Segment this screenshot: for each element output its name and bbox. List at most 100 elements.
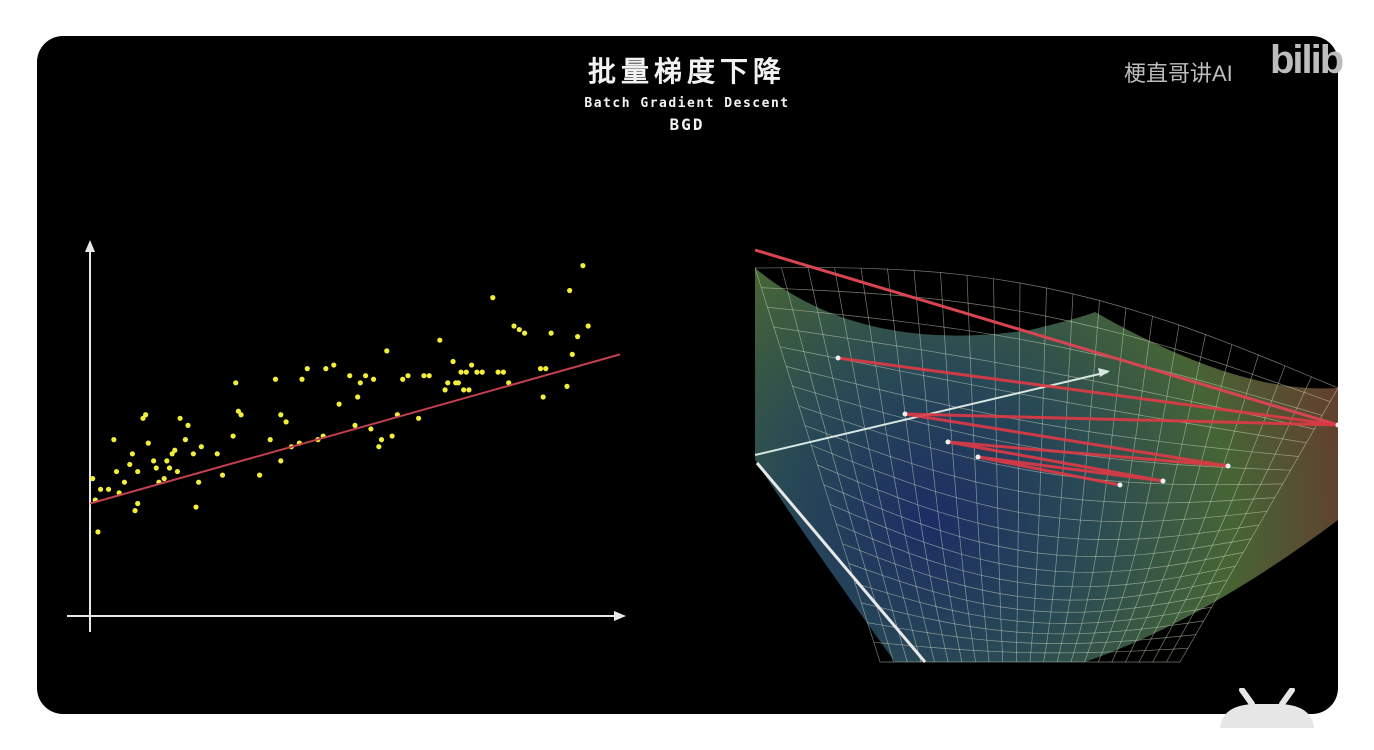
data-point: [540, 394, 546, 400]
video-abbreviation: BGD: [669, 115, 705, 134]
grid-line: [817, 464, 1260, 540]
data-point: [135, 500, 141, 507]
data-point: [490, 295, 496, 301]
data-point: [182, 437, 188, 443]
video-title: 批量梯度下降: [587, 55, 786, 88]
axis-arrow-head: [1098, 368, 1110, 377]
data-point: [355, 394, 361, 400]
x-axis-arrow: [614, 611, 626, 621]
data-point: [283, 419, 289, 425]
data-point: [111, 437, 117, 443]
data-point: [569, 351, 575, 357]
data-point: [479, 369, 485, 375]
data-point: [580, 263, 586, 269]
data-point: [267, 437, 273, 443]
data-point: [331, 362, 337, 368]
data-point: [537, 366, 544, 372]
grid-line: [867, 622, 1196, 644]
grid-line: [829, 504, 1244, 573]
data-point: [363, 373, 369, 379]
data-point: [135, 468, 141, 475]
grid-line: [767, 307, 1323, 416]
data-point: [278, 412, 284, 418]
data-point: [442, 387, 448, 393]
data-point: [495, 369, 501, 375]
data-point: [352, 422, 358, 428]
data-point: [153, 465, 159, 471]
data-point: [121, 479, 128, 485]
axis-line-front: [755, 462, 927, 663]
data-point: [384, 348, 390, 354]
data-point: [95, 529, 101, 535]
data-point: [378, 437, 385, 443]
data-point: [129, 451, 135, 457]
data-point: [516, 326, 522, 333]
data-point: [376, 444, 382, 450]
data-point: [389, 433, 395, 439]
data-point: [132, 508, 138, 514]
data-point: [164, 458, 170, 464]
y-axis-arrow: [85, 240, 95, 252]
data-point: [98, 486, 104, 492]
data-point: [564, 383, 570, 389]
data-point: [90, 476, 96, 482]
data-point: [400, 376, 406, 382]
grid-line: [854, 582, 1212, 624]
data-point: [198, 444, 204, 450]
data-point: [299, 376, 305, 382]
descent-step-point: [1117, 482, 1123, 488]
descent-step-point: [975, 454, 981, 460]
data-point: [500, 369, 506, 375]
data-point: [169, 451, 175, 457]
data-point: [177, 415, 183, 421]
data-point: [445, 380, 451, 386]
data-point: [272, 376, 279, 382]
data-point: [506, 380, 512, 386]
data-point: [172, 447, 178, 453]
data-point: [567, 287, 573, 294]
data-point: [145, 440, 151, 446]
grid-line: [761, 287, 1331, 403]
data-point: [230, 433, 236, 439]
bilibili-tv-mascot-icon[interactable]: [1212, 688, 1322, 728]
grid-line: [836, 523, 1236, 588]
grid-line: [779, 346, 1307, 444]
descent-step-point: [1225, 463, 1231, 469]
data-point: [522, 330, 528, 336]
descent-path: [835, 355, 1338, 488]
data-point: [257, 472, 263, 478]
descent-step-point: [1160, 478, 1166, 484]
data-point: [174, 468, 181, 475]
data-point: [548, 330, 554, 336]
data-point: [166, 465, 173, 471]
plot-axes: [67, 240, 626, 632]
data-point: [113, 468, 120, 475]
data-point: [405, 373, 411, 379]
grid-line: [811, 444, 1267, 522]
data-point: [151, 458, 157, 464]
data-point: [347, 373, 353, 379]
data-point: [575, 334, 581, 340]
channel-watermark: 梗直哥讲AI: [1124, 61, 1233, 86]
data-point: [426, 373, 432, 379]
bilibili-logo-icon: bilib: [1270, 38, 1344, 82]
grid-line: [848, 563, 1220, 613]
data-point: [416, 415, 422, 421]
data-point: [421, 373, 427, 379]
data-point: [193, 504, 199, 510]
data-point: [370, 376, 377, 382]
data-point: [450, 358, 456, 365]
data-point: [455, 380, 461, 386]
data-point: [214, 451, 220, 457]
data-point: [469, 362, 475, 368]
data-points: [90, 263, 591, 535]
descent-segments: [837, 356, 1338, 487]
data-point: [357, 380, 363, 386]
data-point: [143, 412, 149, 418]
grid-line: [804, 425, 1275, 504]
data-point: [461, 387, 467, 393]
data-point: [219, 472, 226, 478]
data-point: [127, 461, 133, 468]
